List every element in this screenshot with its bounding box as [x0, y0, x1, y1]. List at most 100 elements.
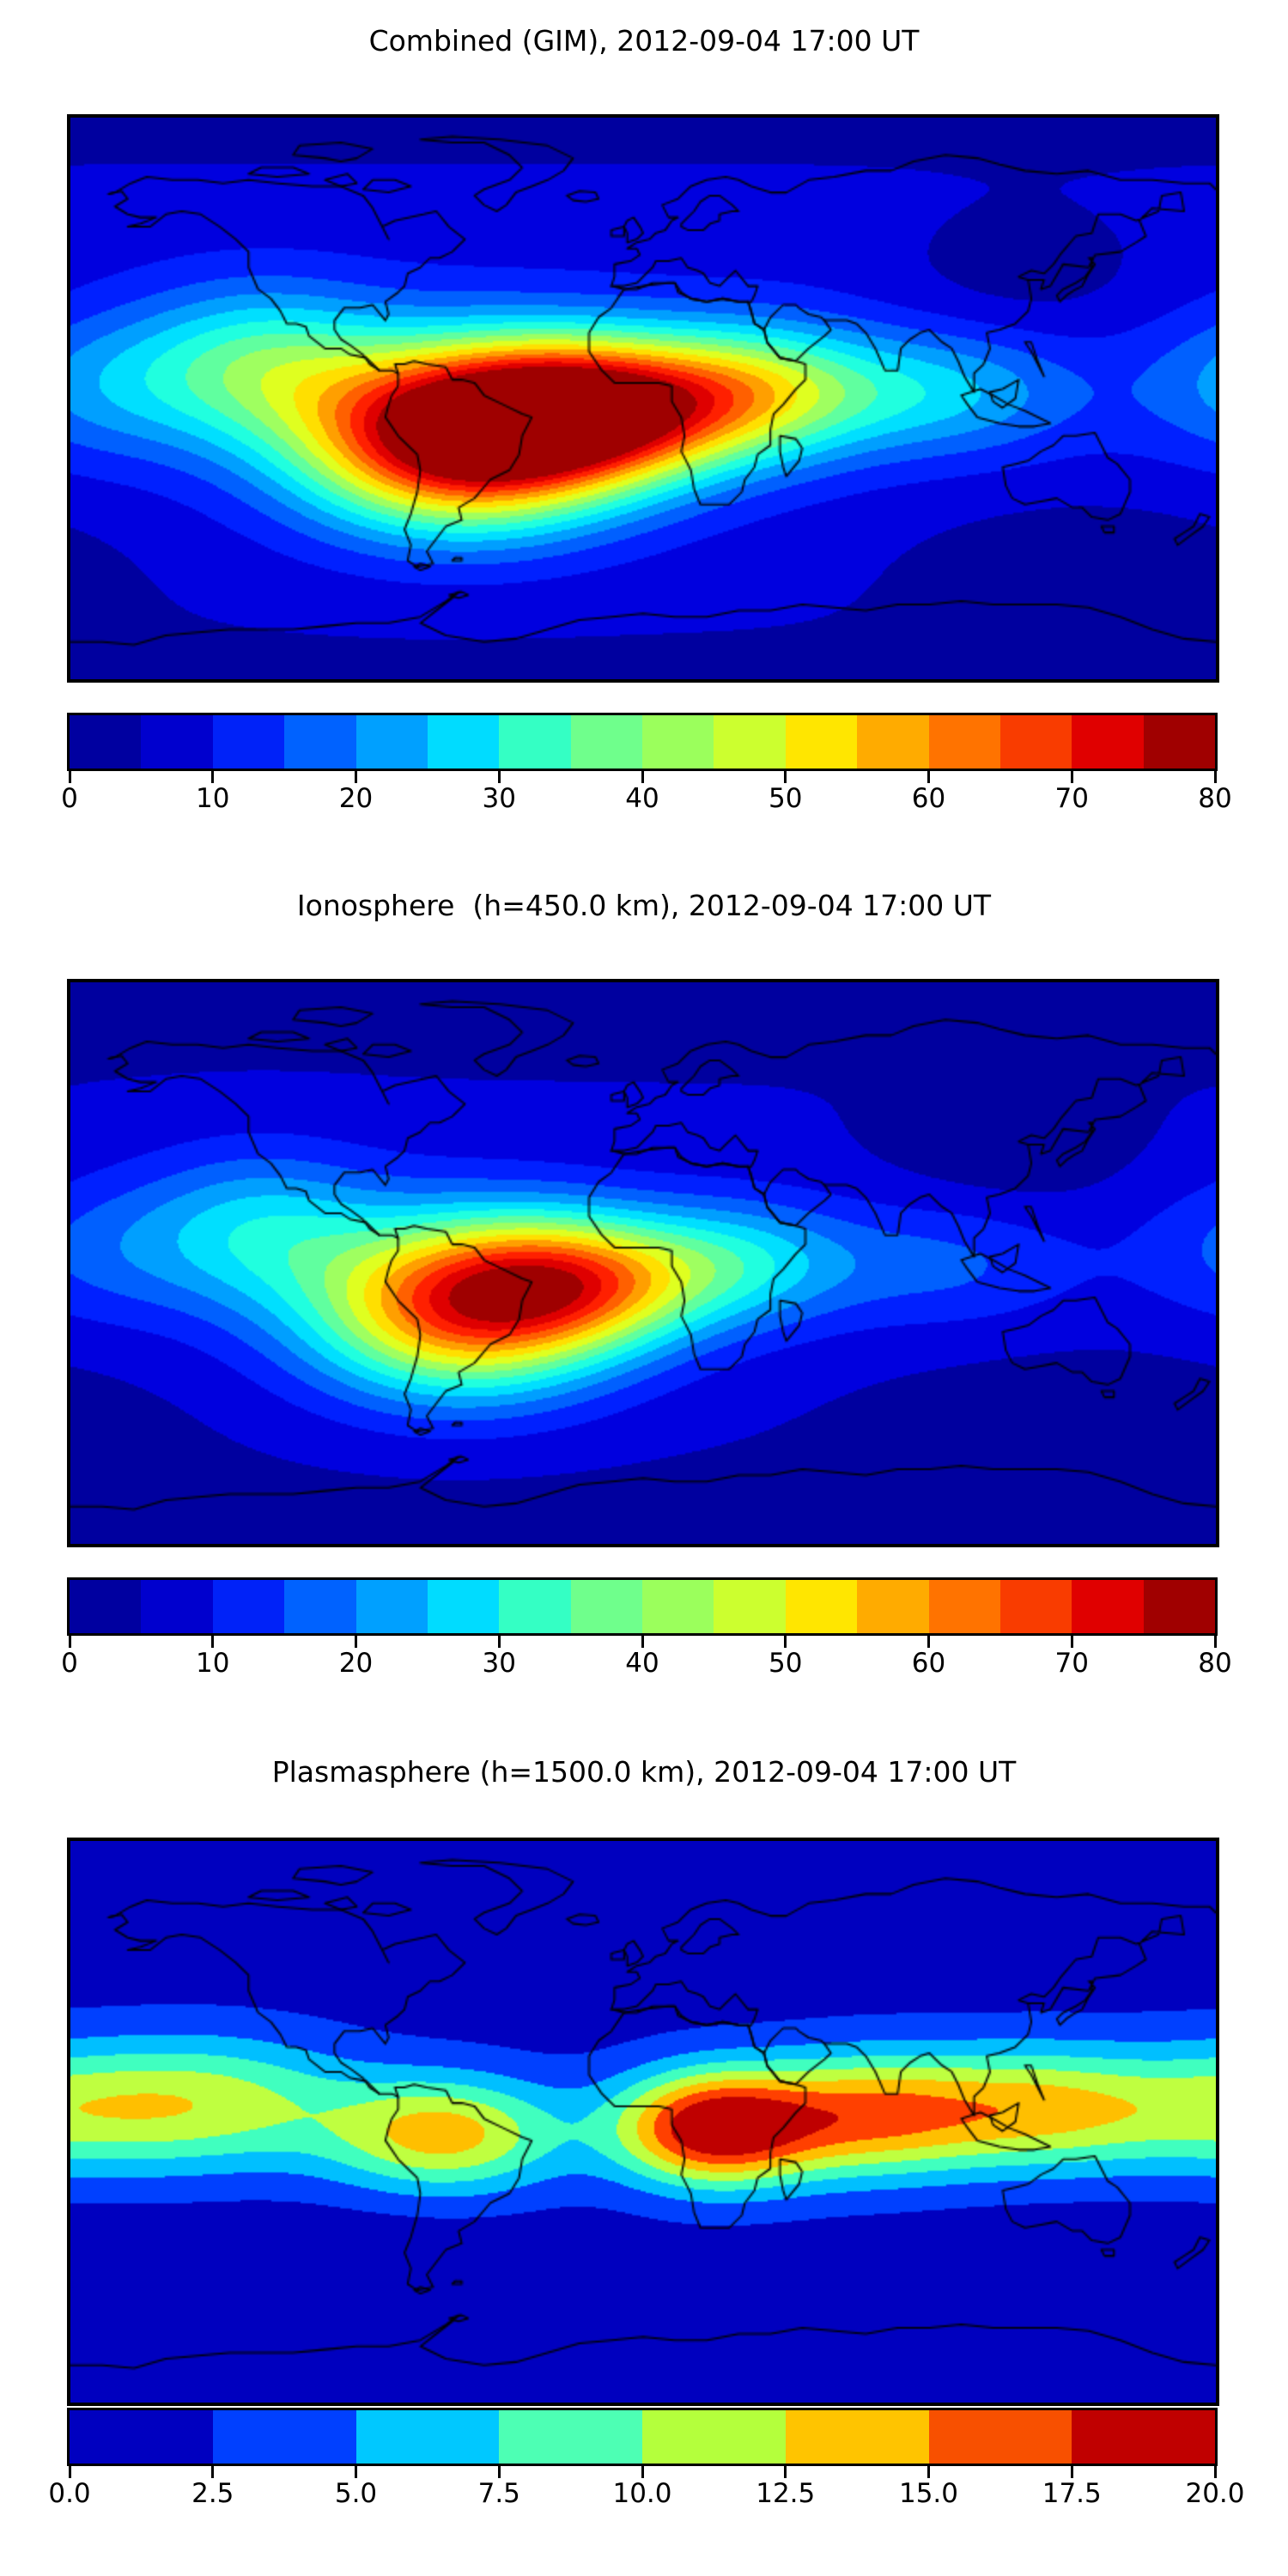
colorbar-segment: [70, 715, 142, 769]
colorbar-tick-label: 60: [911, 783, 946, 814]
colorbar-segment: [1072, 2410, 1215, 2464]
colorbar-tick: [784, 771, 787, 783]
colorbar-segment: [570, 715, 642, 769]
colorbar-segment: [570, 1580, 642, 1633]
colorbar-tick: [355, 2466, 357, 2478]
map-canvas-ionosphere: [70, 982, 1216, 1544]
colorbar-ticks-ionosphere: [67, 1636, 1218, 1648]
colorbar-segment: [642, 715, 714, 769]
colorbar-tick: [497, 771, 501, 783]
colorbar-tick-label: 20.0: [1185, 2478, 1245, 2509]
colorbar-segment: [355, 1580, 428, 1633]
colorbar-tick-label: 20: [338, 1648, 374, 1679]
colorbar-segment: [928, 2410, 1072, 2464]
colorbar-tick: [1070, 1636, 1073, 1648]
colorbar-tick: [211, 771, 215, 783]
colorbar-segment: [427, 1580, 500, 1633]
colorbar-tick: [927, 2466, 930, 2478]
colorbar-tick-label: 0: [61, 1648, 78, 1679]
colorbar-tick-label: 10: [196, 783, 230, 814]
colorbar-gradient-ionosphere: [67, 1577, 1218, 1636]
colorbar-labels-combined-gim: 0 10 20 30 40 50 60 70 80: [61, 783, 1232, 819]
colorbar-ticks-combined-gim: [67, 771, 1218, 783]
colorbar-tick-label: 80: [1198, 1648, 1232, 1679]
map-canvas-combined-gim: [70, 118, 1216, 679]
colorbar-segment: [714, 715, 786, 769]
colorbar-segment: [999, 715, 1072, 769]
colorbar-plasmasphere: 0.0 2.5 5.0 7.5 10.0 12.5 15.0 17.5 20.0: [48, 2408, 1245, 2514]
colorbar-segment: [499, 2410, 642, 2464]
panel-title-plasmasphere: Plasmasphere (h=1500.0 km), 2012-09-04 1…: [271, 1755, 1017, 1789]
colorbar-segment: [141, 1580, 213, 1633]
colorbar-ticks-plasmasphere: [67, 2466, 1218, 2478]
colorbar-tick: [1213, 2466, 1217, 2478]
colorbar-labels-ionosphere: 0 10 20 30 40 50 60 70 80: [61, 1648, 1232, 1684]
colorbar-tick: [784, 2466, 787, 2478]
colorbar-tick-label: 0: [61, 783, 78, 814]
colorbar-tick: [355, 1636, 357, 1648]
colorbar-segment: [284, 715, 356, 769]
colorbar-segment: [499, 1580, 571, 1633]
colorbar-tick-label: 70: [1054, 783, 1089, 814]
map-combined-gim: [67, 114, 1219, 683]
colorbar-tick-label: 60: [911, 1648, 946, 1679]
panel-ionosphere: Ionosphere (h=450.0 km), 2012-09-04 17:0…: [0, 865, 1288, 1723]
colorbar-tick-label: 5.0: [334, 2478, 378, 2509]
colorbar-labels-plasmasphere: 0.0 2.5 5.0 7.5 10.0 12.5 15.0 17.5 20.0: [48, 2478, 1244, 2514]
colorbar-segment: [1143, 715, 1215, 769]
colorbar-tick: [1213, 1636, 1217, 1648]
colorbar-tick: [641, 771, 644, 783]
colorbar-tick-label: 0.0: [48, 2478, 91, 2509]
colorbar-tick-label: 50: [769, 1648, 803, 1679]
colorbar-segment: [857, 715, 929, 769]
colorbar-tick: [1070, 2466, 1073, 2478]
colorbar-tick: [211, 2466, 215, 2478]
colorbar-ionosphere: 0 10 20 30 40 50 60 70 80: [61, 1577, 1232, 1684]
colorbar-tick-label: 10: [196, 1648, 230, 1679]
colorbar-segment: [857, 1580, 929, 1633]
colorbar-combined-gim: 0 10 20 30 40 50 60 70 80: [61, 713, 1232, 819]
colorbar-segment: [642, 1580, 714, 1633]
colorbar-tick: [68, 1636, 71, 1648]
colorbar-tick-label: 70: [1054, 1648, 1089, 1679]
colorbar-tick: [641, 1636, 644, 1648]
panel-combined-gim: Combined (GIM), 2012-09-04 17:00 UT 0 10 2…: [0, 0, 1288, 859]
colorbar-segment: [928, 715, 1000, 769]
map-ionosphere: [67, 979, 1219, 1547]
colorbar-segment: [1072, 715, 1144, 769]
colorbar-segment: [427, 715, 500, 769]
colorbar-tick: [641, 2466, 644, 2478]
colorbar-segment: [70, 1580, 142, 1633]
map-plasmasphere: [67, 1838, 1219, 2406]
colorbar-segment: [212, 1580, 285, 1633]
colorbar-tick-label: 12.5: [756, 2478, 816, 2509]
colorbar-segment: [999, 1580, 1072, 1633]
colorbar-tick-label: 2.5: [191, 2478, 234, 2509]
colorbar-tick-label: 30: [482, 1648, 516, 1679]
colorbar-tick-label: 80: [1198, 783, 1232, 814]
colorbar-tick-label: 30: [482, 783, 516, 814]
colorbar-tick: [497, 1636, 501, 1648]
colorbar-tick: [355, 771, 357, 783]
colorbar-segment: [642, 2410, 786, 2464]
colorbar-tick-label: 20: [338, 783, 374, 814]
colorbar-segment: [785, 1580, 858, 1633]
colorbar-gradient-combined-gim: [67, 713, 1218, 771]
colorbar-segment: [141, 715, 213, 769]
colorbar-tick-label: 17.5: [1042, 2478, 1102, 2509]
colorbar-segment: [785, 715, 858, 769]
colorbar-tick-label: 40: [625, 783, 659, 814]
colorbar-tick: [68, 771, 71, 783]
colorbar-tick: [211, 1636, 215, 1648]
panel-plasmasphere: Plasmasphere (h=1500.0 km), 2012-09-04 1…: [0, 1731, 1288, 2576]
colorbar-segment: [70, 2410, 213, 2464]
colorbar-segment: [1072, 1580, 1144, 1633]
colorbar-tick-label: 50: [769, 783, 803, 814]
colorbar-segment: [212, 715, 285, 769]
colorbar-segment: [355, 2410, 500, 2464]
colorbar-tick-label: 15.0: [898, 2478, 959, 2509]
panel-title-ionosphere: Ionosphere (h=450.0 km), 2012-09-04 17:0…: [296, 889, 992, 922]
colorbar-segment: [1143, 1580, 1215, 1633]
colorbar-segment: [714, 1580, 786, 1633]
colorbar-tick: [68, 2466, 71, 2478]
